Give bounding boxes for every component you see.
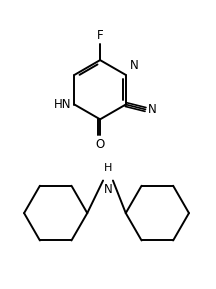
Text: N: N [130, 59, 138, 72]
Text: F: F [97, 29, 103, 42]
Text: N: N [148, 103, 156, 116]
Text: N: N [104, 183, 112, 195]
Text: H: H [104, 163, 112, 173]
Text: HN: HN [54, 98, 71, 111]
Text: O: O [95, 138, 105, 151]
